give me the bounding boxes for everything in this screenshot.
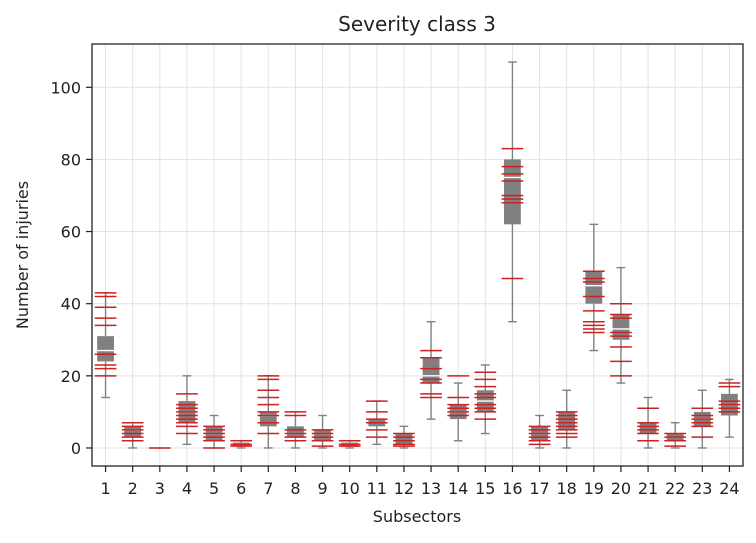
x-tick-label: 5	[209, 479, 219, 498]
box-iqr	[504, 159, 521, 225]
box-iqr	[314, 429, 331, 441]
box-iqr	[287, 426, 304, 438]
y-tick-label: 80	[61, 150, 81, 169]
y-tick-label: 0	[71, 439, 81, 458]
y-tick-label: 40	[61, 295, 81, 314]
y-axis-label: Number of injuries	[13, 181, 32, 329]
x-axis-label: Subsectors	[373, 507, 461, 526]
x-tick-label: 14	[448, 479, 468, 498]
x-tick-label: 22	[665, 479, 685, 498]
box-iqr	[612, 314, 630, 340]
x-tick-label: 12	[394, 479, 414, 498]
x-tick-label: 20	[611, 479, 631, 498]
box-iqr	[259, 411, 277, 427]
x-tick-label: 6	[236, 479, 246, 498]
chart-title: Severity class 3	[338, 12, 496, 36]
x-tick-label: 17	[529, 479, 549, 498]
box-iqr	[639, 422, 657, 434]
y-tick-label: 60	[61, 223, 81, 242]
x-tick-label: 2	[128, 479, 138, 498]
x-tick-label: 10	[340, 479, 360, 498]
point-layer	[94, 147, 741, 449]
box-iqr	[395, 433, 413, 445]
y-tick-label: 20	[61, 367, 81, 386]
x-tick-label: 24	[719, 479, 739, 498]
x-tick-label: 1	[100, 479, 110, 498]
box-iqr	[422, 357, 440, 384]
plot-frame	[91, 43, 744, 467]
x-tick-label: 18	[557, 479, 577, 498]
x-tick-label: 3	[155, 479, 165, 498]
x-tick-label: 9	[317, 479, 327, 498]
x-tick-label: 7	[263, 479, 273, 498]
x-tick-label: 23	[692, 479, 712, 498]
y-tick-label: 100	[50, 78, 81, 97]
box-iqr	[124, 426, 142, 438]
box-layer	[97, 61, 738, 449]
x-tick-label: 4	[182, 479, 192, 498]
x-tick-label: 15	[475, 479, 495, 498]
box-iqr	[97, 336, 114, 362]
box-iqr	[558, 411, 576, 430]
x-tick-label: 11	[367, 479, 387, 498]
x-tick-label: 8	[290, 479, 300, 498]
x-tick-label: 13	[421, 479, 441, 498]
x-tick-label: 16	[502, 479, 522, 498]
x-tick-label: 21	[638, 479, 658, 498]
box-iqr	[585, 271, 603, 304]
x-tick-label: 19	[584, 479, 604, 498]
